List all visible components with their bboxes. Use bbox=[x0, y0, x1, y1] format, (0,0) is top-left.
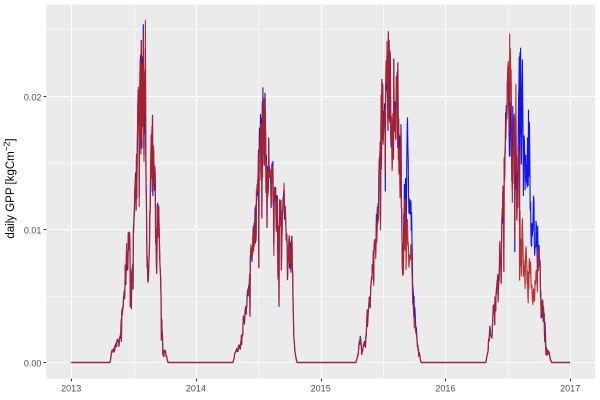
svg-text:0.00: 0.00 bbox=[24, 358, 42, 368]
svg-text:0.02: 0.02 bbox=[24, 92, 42, 102]
svg-text:daily GPP [kgCm−2]: daily GPP [kgCm−2] bbox=[2, 138, 17, 238]
svg-text:2016: 2016 bbox=[435, 383, 455, 393]
svg-text:2014: 2014 bbox=[186, 383, 206, 393]
svg-text:2017: 2017 bbox=[560, 383, 580, 393]
svg-text:2015: 2015 bbox=[311, 383, 331, 393]
svg-text:0.01: 0.01 bbox=[24, 225, 42, 235]
svg-text:2013: 2013 bbox=[61, 383, 81, 393]
